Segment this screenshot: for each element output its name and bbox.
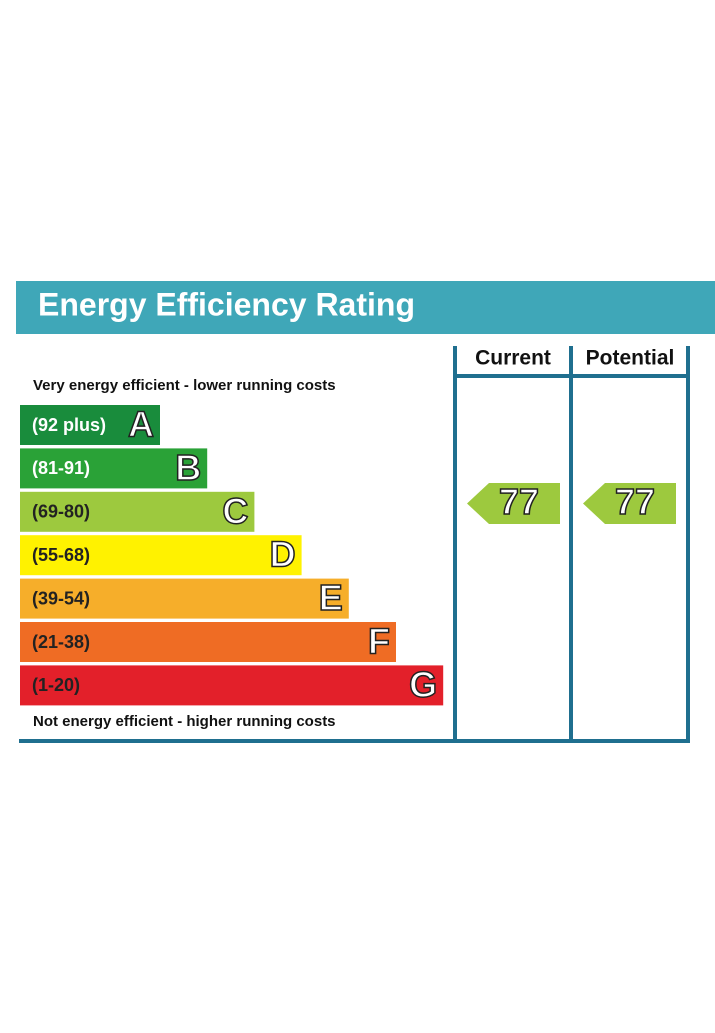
band-range: (1-20) <box>32 675 80 695</box>
title: Energy Efficiency Rating <box>38 286 415 322</box>
rating-value: 77 <box>499 481 539 522</box>
top-note: Very energy efficient - lower running co… <box>33 377 336 394</box>
column-header: Current <box>475 347 551 370</box>
bottom-note: Not energy efficient - higher running co… <box>33 713 336 730</box>
band-letter: G <box>409 664 437 705</box>
band <box>20 665 444 706</box>
band-range: (21-38) <box>32 632 90 652</box>
band-letter: F <box>368 621 390 662</box>
band-range: (81-91) <box>32 458 90 478</box>
band-letter: D <box>270 534 296 575</box>
band <box>20 448 208 489</box>
frame <box>19 346 690 743</box>
rating-value: 77 <box>615 481 655 522</box>
band-letter: B <box>175 447 201 488</box>
band-range: (39-54) <box>32 588 90 608</box>
band-range: (69-80) <box>32 502 90 522</box>
band <box>20 535 302 576</box>
band-range: (55-68) <box>32 545 90 565</box>
column-header: Potential <box>586 347 675 370</box>
band-range: (92 plus) <box>32 415 106 435</box>
band <box>20 622 396 662</box>
rating-arrow <box>583 483 676 524</box>
band <box>20 405 160 445</box>
title-bar <box>16 281 715 334</box>
band <box>20 578 349 619</box>
band-letter: E <box>319 577 343 618</box>
rating-arrow <box>467 483 560 524</box>
band-letter: A <box>128 404 154 445</box>
band <box>20 491 255 532</box>
band-letter: C <box>222 490 248 531</box>
